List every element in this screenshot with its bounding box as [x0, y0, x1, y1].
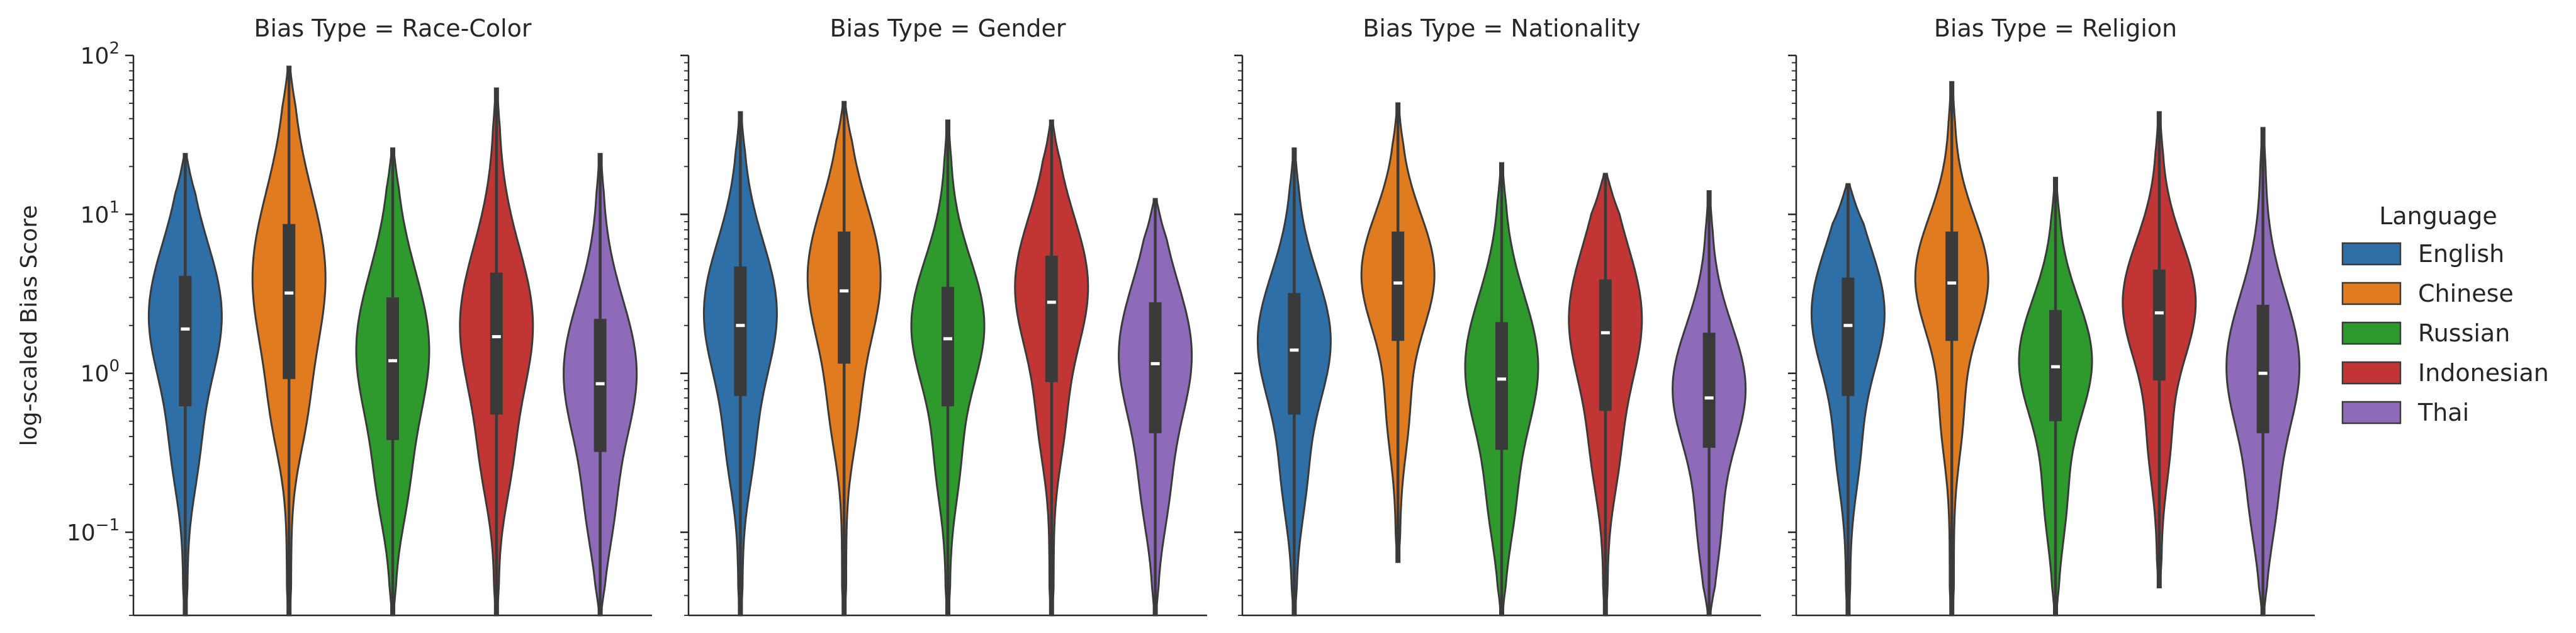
- violin-chinese: [1360, 102, 1436, 563]
- violin-english: [1256, 147, 1332, 617]
- y-tick-label: 10−1: [67, 516, 120, 546]
- violin-chinese: [806, 101, 882, 617]
- violin-iqr-box: [1599, 279, 1612, 411]
- violin-indonesian: [1014, 119, 1089, 617]
- violin-russian: [910, 119, 986, 617]
- violin-russian: [355, 147, 430, 617]
- violin-iqr-box: [2152, 269, 2166, 381]
- violin-iqr-box: [179, 276, 192, 407]
- violin-thai: [2225, 127, 2301, 617]
- legend-label: Indonesian: [2418, 359, 2549, 387]
- violin-iqr-box: [2256, 304, 2269, 433]
- panel-4: Bias Type = Religion: [1788, 14, 2315, 617]
- legend-item-thai: Thai: [2341, 399, 2469, 426]
- violin-indonesian: [459, 87, 534, 617]
- panel-3: Bias Type = Nationality: [1234, 14, 1761, 617]
- violin-iqr-box: [283, 224, 296, 379]
- panel-1: Bias Type = Race-Color 10−1 100 101 102: [67, 14, 652, 617]
- panel-title: Bias Type = Religion: [1934, 14, 2177, 42]
- legend-swatch: [2341, 242, 2402, 266]
- legend-label: English: [2418, 240, 2504, 268]
- violin-iqr-box: [1702, 333, 1716, 448]
- violin-chinese: [251, 66, 327, 617]
- violin-iqr-box: [490, 272, 503, 415]
- violin-iqr-box: [593, 319, 607, 452]
- y-tick-label: 101: [81, 198, 120, 228]
- legend-swatch: [2341, 321, 2402, 345]
- legend-item-english: English: [2341, 240, 2504, 268]
- legend-item-indonesian: Indonesian: [2341, 359, 2549, 387]
- violin-thai: [1672, 190, 1747, 617]
- violin-english: [702, 111, 778, 617]
- panels: Bias Type = Race-Color10−1100101102Bias …: [67, 14, 2315, 617]
- legend-swatch: [2341, 282, 2402, 305]
- violin-russian: [1464, 162, 1539, 617]
- violin-iqr-box: [1392, 231, 1405, 341]
- legend-swatch: [2341, 401, 2402, 425]
- violin-iqr-box: [1288, 293, 1301, 415]
- panel-title: Bias Type = Nationality: [1363, 14, 1640, 42]
- legend-items: English Chinese Russian Indonesian Thai: [2341, 240, 2549, 426]
- legend-label: Thai: [2417, 399, 2469, 426]
- y-tick-label: 102: [81, 39, 120, 69]
- legend-label: Russian: [2418, 319, 2510, 347]
- violin-iqr-box: [838, 231, 851, 364]
- violin-iqr-box: [734, 266, 747, 396]
- legend-title: Language: [2379, 202, 2497, 230]
- violin-iqr-box: [1045, 255, 1058, 382]
- violin-iqr-box: [386, 297, 399, 440]
- legend: Language English Chinese Russian Indonesian…: [2341, 202, 2549, 426]
- legend-swatch: [2341, 361, 2402, 385]
- panel-title: Bias Type = Gender: [830, 14, 1066, 42]
- violin-thai: [563, 152, 638, 617]
- violin-iqr-box: [1842, 277, 1855, 396]
- legend-item-chinese: Chinese: [2341, 280, 2514, 307]
- violin-iqr-box: [1149, 302, 1162, 433]
- y-axis-label: log-scaled Bias Score: [16, 205, 42, 447]
- violin-indonesian: [2122, 111, 2197, 589]
- legend-item-russian: Russian: [2341, 319, 2510, 347]
- y-tick-label: 100: [81, 357, 120, 387]
- violin-english: [147, 152, 223, 617]
- violin-iqr-box: [1945, 231, 1959, 341]
- violin-chinese: [1914, 81, 1989, 617]
- violin-iqr-box: [1495, 322, 1508, 450]
- violin-english: [1810, 183, 1886, 617]
- panel-title: Bias Type = Race-Color: [254, 14, 531, 42]
- violin-russian: [2018, 176, 2093, 617]
- panel-2: Bias Type = Gender: [680, 14, 1207, 617]
- violin-indonesian: [1568, 173, 1643, 617]
- violin-thai: [1118, 198, 1193, 617]
- violin-iqr-box: [942, 287, 954, 407]
- legend-label: Chinese: [2418, 280, 2514, 307]
